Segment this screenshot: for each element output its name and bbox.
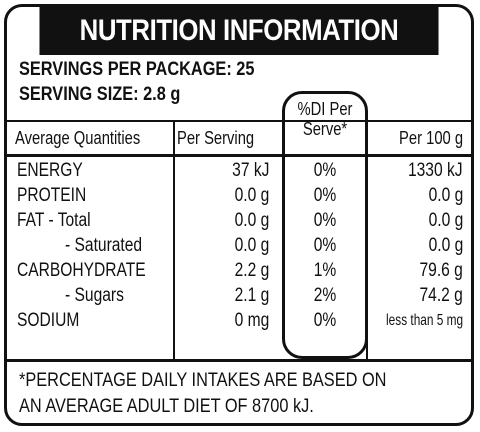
di-value: 0% <box>313 235 337 256</box>
per-serving-value: 0 mg <box>234 310 269 331</box>
per-100g-value: 1330 kJ <box>408 160 463 181</box>
per-serving-value: 0.0 g <box>234 235 269 256</box>
di-value: 0% <box>313 310 337 331</box>
di-value: 0% <box>313 185 337 206</box>
table-row: FAT - Total 0.0 g 0% 0.0 g <box>7 209 471 233</box>
table-row: PROTEIN 0.0 g 0% 0.0 g <box>7 184 471 208</box>
per-100g-value: 79.6 g <box>419 260 463 281</box>
table-row: CARBOHYDRATE 2.2 g 1% 79.6 g <box>7 259 471 283</box>
di-column-frame <box>282 91 368 359</box>
per-100g-value: 0.0 g <box>428 210 463 231</box>
footnote-line-1: *PERCENTAGE DAILY INTAKES ARE BASED ON <box>19 370 387 391</box>
per-serving-value: 0.0 g <box>234 210 269 231</box>
header-top-rule <box>7 120 471 122</box>
per-serving-value: 0.0 g <box>234 185 269 206</box>
serving-size: SERVING SIZE: 2.8 g <box>19 84 181 105</box>
header-average-quantities: Average Quantities <box>15 128 141 148</box>
di-value: 2% <box>313 285 337 306</box>
header-di-per-serve: %DI Per Serve* <box>297 99 353 139</box>
footnote-rule <box>7 359 471 362</box>
nutrition-panel: NUTRITION INFORMATION SERVINGS PER PACKA… <box>4 4 474 426</box>
di-value: 0% <box>313 210 337 231</box>
nutrient-name: - Saturated <box>65 235 143 256</box>
nutrient-name: CARBOHYDRATE <box>17 260 146 281</box>
table-row: - Sugars 2.1 g 2% 74.2 g <box>7 284 471 308</box>
per-serving-value: 2.2 g <box>234 260 269 281</box>
table-row: - Saturated 0.0 g 0% 0.0 g <box>7 234 471 258</box>
column-divider-1 <box>173 120 175 359</box>
di-value: 1% <box>313 260 337 281</box>
per-100g-value: 0.0 g <box>428 185 463 206</box>
nutrient-name: ENERGY <box>17 160 83 181</box>
nutrient-name: SODIUM <box>17 310 80 331</box>
per-100g-value: 0.0 g <box>428 235 463 256</box>
per-100g-value: 74.2 g <box>419 285 463 306</box>
per-100g-value: less than 5 mg <box>385 312 463 329</box>
table-row: SODIUM 0 mg 0% less than 5 mg <box>7 309 471 333</box>
panel-title: NUTRITION INFORMATION <box>39 7 439 55</box>
header-per-100g: Per 100 g <box>398 128 463 148</box>
column-divider-2 <box>366 120 368 359</box>
nutrient-name: FAT - Total <box>17 210 91 231</box>
servings-per-package: SERVINGS PER PACKAGE: 25 <box>19 59 255 80</box>
nutrient-name: PROTEIN <box>17 185 87 206</box>
nutrient-name: - Sugars <box>65 285 124 306</box>
per-serving-value: 2.1 g <box>234 285 269 306</box>
header-per-serving: Per Serving <box>177 128 255 148</box>
table-row: ENERGY 37 kJ 0% 1330 kJ <box>7 159 471 183</box>
di-value: 0% <box>313 160 337 181</box>
per-serving-value: 37 kJ <box>231 160 269 181</box>
header-bottom-rule <box>7 154 471 157</box>
footnote-line-2: AN AVERAGE ADULT DIET OF 8700 kJ. <box>19 396 314 417</box>
